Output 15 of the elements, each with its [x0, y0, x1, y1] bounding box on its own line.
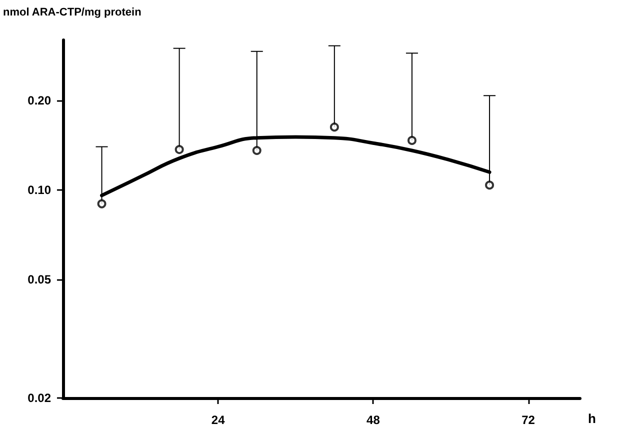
y-tick-label: 0.05	[28, 272, 52, 287]
point	[330, 122, 339, 132]
x-tick-label: 48	[366, 413, 380, 427]
point	[407, 136, 416, 145]
point	[252, 146, 262, 155]
point	[97, 199, 106, 208]
y-tick-label: 0.20	[28, 94, 52, 108]
y-tick-label: 0.10	[28, 183, 52, 198]
x-tick-label: 72	[522, 413, 536, 427]
x-tick-label: 24	[211, 413, 226, 427]
y-tick-label: 0.02	[28, 391, 52, 405]
x-axis-title: h	[588, 411, 596, 426]
point	[485, 180, 494, 190]
point	[174, 145, 184, 154]
y-axis-title: nmol ARA-CTP/mg protein	[3, 6, 142, 18]
